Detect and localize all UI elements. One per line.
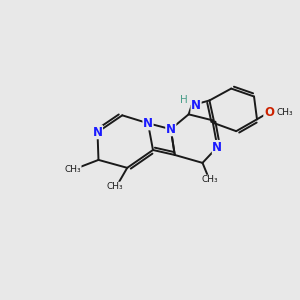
Text: O: O bbox=[264, 106, 274, 119]
Text: N: N bbox=[166, 123, 176, 136]
Text: N: N bbox=[191, 99, 201, 112]
Text: H: H bbox=[180, 95, 188, 105]
Text: N: N bbox=[212, 140, 222, 154]
Text: CH₃: CH₃ bbox=[64, 165, 81, 174]
Text: N: N bbox=[92, 126, 103, 139]
Text: N: N bbox=[143, 117, 153, 130]
Text: CH₃: CH₃ bbox=[201, 175, 218, 184]
Text: CH₃: CH₃ bbox=[106, 182, 123, 191]
Text: CH₃: CH₃ bbox=[277, 108, 293, 117]
